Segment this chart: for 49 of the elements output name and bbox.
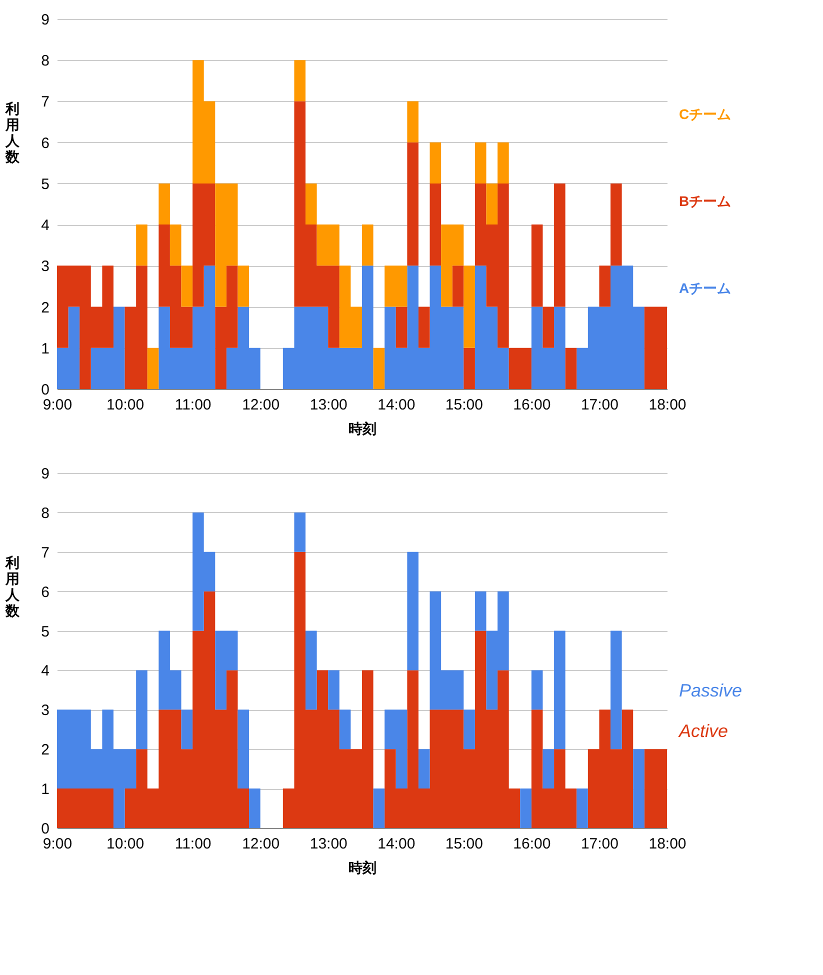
text: Passive xyxy=(679,680,742,700)
x-tick-label: 11:00 xyxy=(174,396,212,414)
y-tick-label: 0 xyxy=(41,820,50,838)
y-axis-title: 利用人数 xyxy=(4,554,20,618)
x-axis-title: 時刻 xyxy=(348,420,376,436)
y-tick-label: 2 xyxy=(41,299,50,316)
x-tick-label: 10:00 xyxy=(106,396,144,414)
x-tick-label: 12:00 xyxy=(242,396,280,414)
y-tick-label: 8 xyxy=(41,52,50,70)
x-tick-label: 17:00 xyxy=(580,396,618,414)
x-tick-label: 13:00 xyxy=(310,836,348,852)
x-tick-label: 9:00 xyxy=(42,396,72,414)
series-label: Active xyxy=(678,721,728,742)
x-tick-label: 17:00 xyxy=(580,836,618,852)
y-tick-label: 5 xyxy=(41,176,50,193)
x-tick-label: 9:00 xyxy=(42,836,72,852)
x-tick-label: 11:00 xyxy=(174,836,212,852)
x-axis-title: 時刻 xyxy=(348,860,376,876)
x-tick-label: 18:00 xyxy=(648,836,686,852)
x-tick-label: 14:00 xyxy=(378,836,416,852)
y-tick-label: 4 xyxy=(41,217,50,234)
y-tick-label: 1 xyxy=(41,781,50,798)
y-tick-label: 8 xyxy=(41,504,50,522)
x-tick-label: 14:00 xyxy=(378,396,416,414)
x-tick-label: 13:00 xyxy=(310,396,348,414)
y-tick-label: 9 xyxy=(41,12,50,28)
y-tick-label: 3 xyxy=(41,702,50,720)
x-tick-label: 12:00 xyxy=(242,836,280,852)
text: Cチーム xyxy=(679,106,732,122)
y-tick-label: 6 xyxy=(41,134,50,152)
y-tick-label: 4 xyxy=(41,662,50,680)
text: Aチーム xyxy=(679,280,732,296)
x-tick-label: 10:00 xyxy=(106,836,144,852)
y-tick-label: 7 xyxy=(41,544,50,562)
x-tick-label: 15:00 xyxy=(445,836,483,852)
y-tick-label: 6 xyxy=(41,584,50,601)
y-tick-label: 0 xyxy=(41,382,50,398)
x-tick-label: 16:00 xyxy=(513,836,551,852)
x-tick-label: 15:00 xyxy=(445,396,483,414)
y-tick-label: 9 xyxy=(41,466,50,482)
text: Bチーム xyxy=(679,193,732,210)
x-tick-label: 16:00 xyxy=(513,396,551,414)
y-tick-label: 1 xyxy=(41,340,50,358)
y-tick-label: 5 xyxy=(41,623,50,640)
y-tick-label: 3 xyxy=(41,258,50,276)
y-tick-label: 2 xyxy=(41,742,50,759)
y-axis-title: 利用人数 xyxy=(4,100,20,164)
y-tick-label: 7 xyxy=(41,94,50,111)
x-tick-label: 18:00 xyxy=(648,396,686,414)
